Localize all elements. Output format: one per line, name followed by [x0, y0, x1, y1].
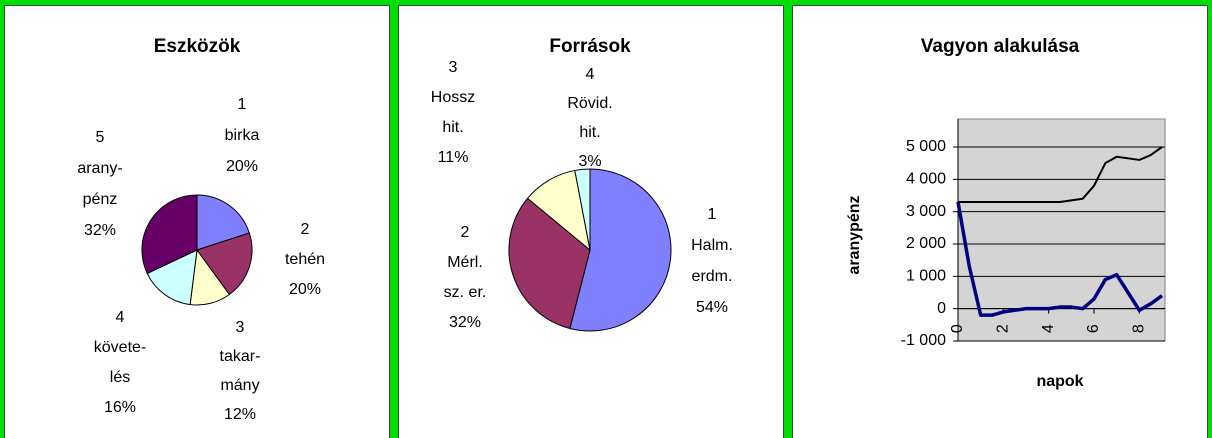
slice-label: Hossz — [431, 89, 475, 106]
slice-value-label: 54% — [696, 299, 728, 316]
slice-label: 3 — [449, 59, 458, 76]
slice-label: Rövid. — [567, 95, 612, 112]
y-tick-label: 1 000 — [906, 268, 946, 285]
pie-slice — [141, 194, 198, 275]
plot-area — [957, 118, 1166, 342]
slice-label: hit. — [442, 119, 463, 136]
slice-label: 2 — [301, 221, 310, 238]
slice-value-label: 32% — [449, 314, 481, 331]
slice-label: mány — [220, 377, 259, 394]
y-tick-label: 0 — [937, 300, 946, 317]
x-axis-label: napok — [1036, 373, 1083, 390]
slice-label: erdm. — [692, 268, 733, 285]
y-tick-label: 5 000 — [906, 138, 946, 155]
slice-label: hit. — [579, 124, 600, 141]
slice-label: 1 — [708, 206, 717, 223]
slice-value-label: 11% — [438, 149, 469, 166]
slice-label: pénz — [83, 191, 118, 208]
y-tick-label: -1 000 — [901, 332, 946, 349]
x-tick-label: 0 — [949, 324, 966, 333]
pie-slice — [508, 197, 591, 330]
data-line — [956, 201, 1164, 317]
slice-label: 4 — [586, 66, 595, 83]
pie-slice — [569, 168, 672, 332]
slice-label: 2 — [461, 224, 470, 241]
x-tick-label: 6 — [1085, 324, 1102, 333]
y-tick-label: 4 000 — [906, 171, 946, 188]
slice-value-label: 20% — [289, 281, 321, 298]
slice-label: sz. er. — [444, 284, 487, 301]
slice-value-label: 32% — [84, 222, 116, 239]
slice-label: birka — [225, 127, 260, 144]
slice-value-label: 20% — [226, 158, 258, 175]
slice-label: tehén — [285, 251, 325, 268]
chart-title: Eszközök — [154, 36, 241, 57]
y-axis-label: aranypénz — [846, 195, 863, 274]
pie-slice — [196, 232, 253, 296]
slice-label: 1 — [238, 96, 247, 113]
y-tick-label: 3 000 — [906, 203, 946, 220]
slice-label: lés — [110, 369, 130, 386]
slice-value-label: 3% — [578, 153, 601, 170]
pie-slice — [146, 249, 198, 306]
data-line — [958, 146, 1163, 203]
x-tick-label: 8 — [1131, 324, 1148, 333]
slice-label: 5 — [96, 129, 105, 146]
pie-slice — [196, 194, 250, 251]
slice-label: takar- — [220, 348, 261, 365]
slice-label: 4 — [116, 309, 125, 326]
x-tick-label: 2 — [995, 324, 1012, 333]
slice-label: követe- — [94, 339, 146, 356]
slice-label: arany- — [77, 160, 122, 177]
slice-value-label: 16% — [104, 399, 136, 416]
x-tick-label: 4 — [1040, 324, 1057, 333]
chart-title: Források — [549, 36, 631, 57]
y-tick-label: 2 000 — [906, 235, 946, 252]
slice-label: Halm. — [691, 237, 733, 254]
slice-label: Mérl. — [447, 254, 483, 271]
chart-title: Vagyon alakulása — [921, 36, 1080, 57]
slice-value-label: 12% — [224, 406, 256, 423]
slice-label: 3 — [236, 319, 245, 336]
pie-slice — [574, 168, 591, 251]
